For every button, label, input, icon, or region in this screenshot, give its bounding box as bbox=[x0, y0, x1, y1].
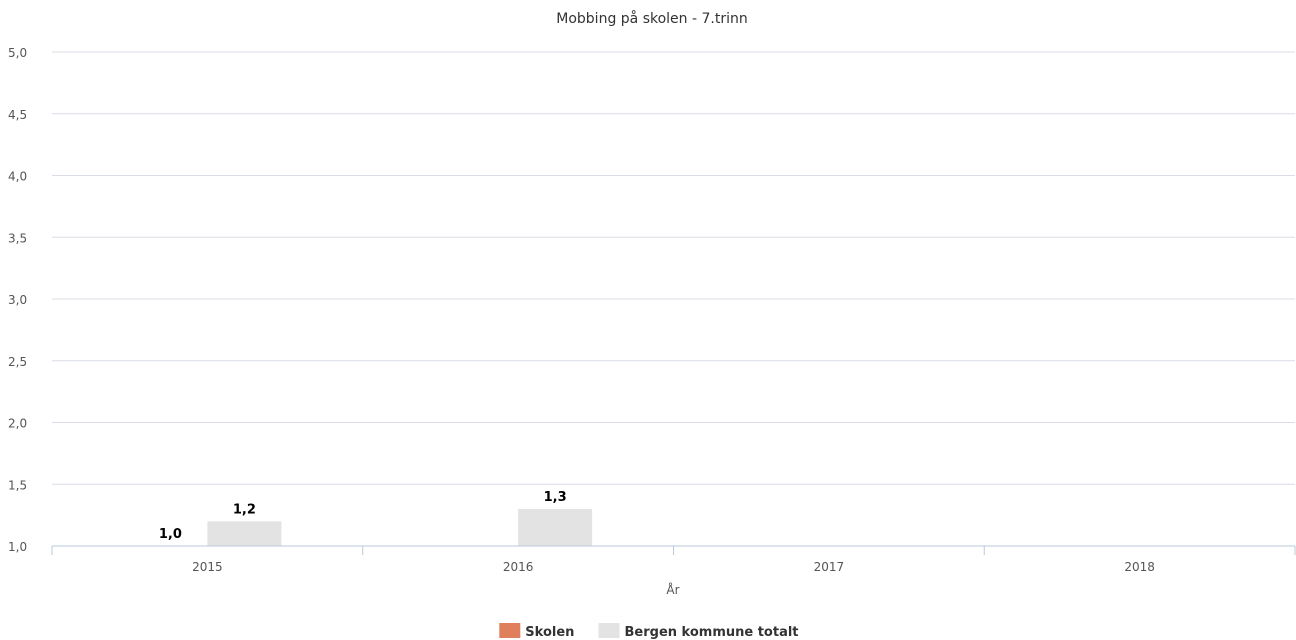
chart-title: Mobbing på skolen - 7.trinn bbox=[556, 10, 747, 27]
y-tick-label: 1,5 bbox=[8, 478, 27, 492]
x-tick-label: 2018 bbox=[1124, 560, 1155, 574]
bar[interactable] bbox=[207, 521, 282, 546]
legend[interactable]: Skolen Bergen kommune totalt bbox=[499, 623, 799, 640]
gridlines bbox=[52, 51, 1295, 485]
y-tick-label: 2,5 bbox=[8, 355, 27, 369]
x-axis: 2015 2016 2017 2018 bbox=[51, 545, 1296, 574]
data-labels: 1,0 1,2 1,3 bbox=[159, 490, 567, 542]
data-label: 1,2 bbox=[233, 502, 256, 517]
y-tick-label: 5,0 bbox=[8, 46, 27, 60]
legend-label: Bergen kommune totalt bbox=[625, 625, 799, 640]
legend-swatch bbox=[598, 623, 620, 638]
y-tick-label: 3,0 bbox=[8, 293, 27, 307]
y-tick-label: 3,5 bbox=[8, 231, 27, 245]
y-tick-label: 4,0 bbox=[8, 170, 27, 184]
x-axis-title: År bbox=[666, 582, 679, 597]
y-tick-label: 1,0 bbox=[8, 540, 27, 554]
y-tick-label: 2,0 bbox=[8, 417, 27, 431]
legend-label: Skolen bbox=[525, 625, 574, 640]
x-tick-label: 2016 bbox=[503, 560, 534, 574]
x-tick-label: 2017 bbox=[814, 560, 845, 574]
bars bbox=[207, 508, 593, 546]
x-tick-label: 2015 bbox=[192, 560, 223, 574]
legend-item[interactable]: Bergen kommune totalt bbox=[598, 623, 799, 640]
legend-swatch bbox=[499, 623, 521, 638]
y-tick-label: 4,5 bbox=[8, 108, 27, 122]
legend-item[interactable]: Skolen bbox=[499, 623, 574, 640]
data-label: 1,0 bbox=[159, 527, 182, 542]
y-axis-ticks: 1,0 1,5 2,0 2,5 3,0 3,5 4,0 4,5 5,0 bbox=[8, 46, 27, 554]
bar[interactable] bbox=[518, 508, 593, 546]
data-label: 1,3 bbox=[544, 490, 567, 505]
